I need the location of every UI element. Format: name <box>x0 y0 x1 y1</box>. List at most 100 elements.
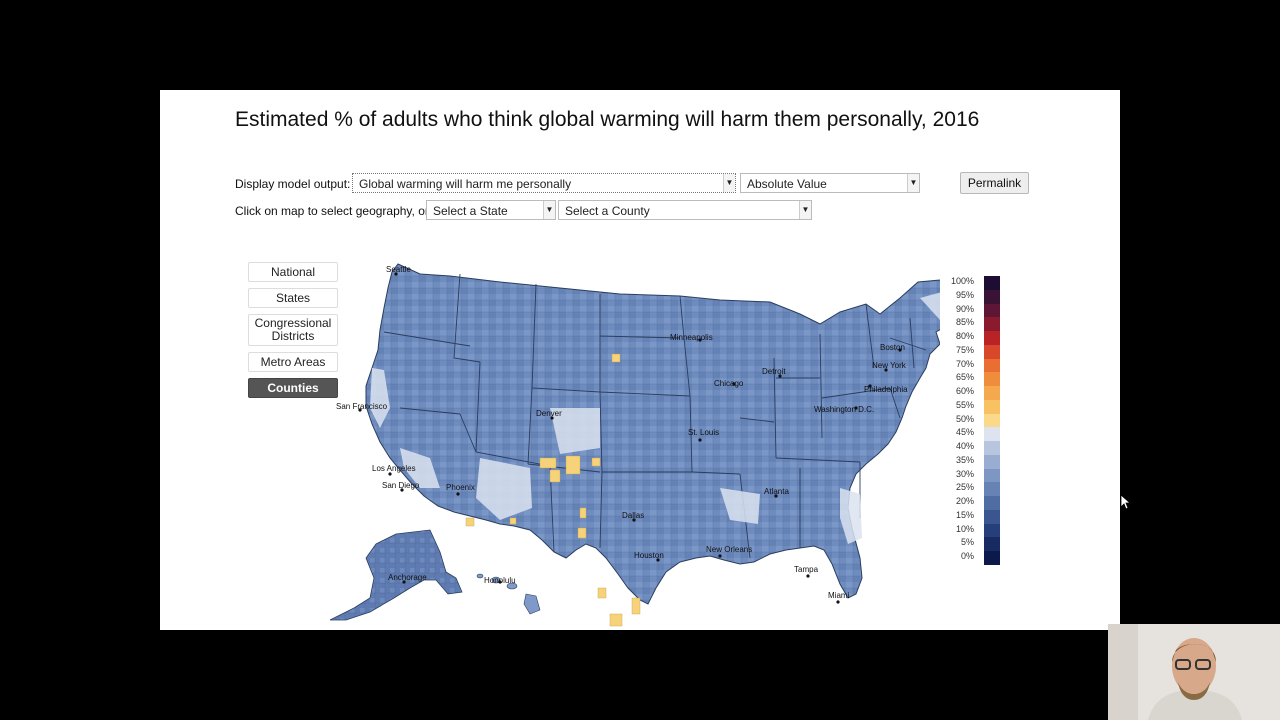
visualization-panel: Estimated % of adults who think global w… <box>160 90 1120 630</box>
legend-row: 40% <box>940 441 1000 455</box>
us-county-map[interactable]: Seattle Minneapolis Boston Chicago Detro… <box>300 258 940 630</box>
legend-row: 85% <box>940 317 1000 332</box>
legend-swatch <box>984 344 1000 359</box>
legend-row: 100% <box>940 276 1000 290</box>
legend-label: 65% <box>955 372 974 383</box>
legend-swatch <box>984 454 1000 469</box>
contiguous-us-shape[interactable] <box>365 263 940 605</box>
legend-row: 65% <box>940 372 1000 387</box>
permalink-button[interactable]: Permalink <box>960 172 1029 194</box>
legend-row: 90% <box>940 303 1000 318</box>
value-type-select[interactable]: Absolute Value ▼ <box>740 173 920 193</box>
legend-label: 50% <box>955 413 974 424</box>
state-borders <box>383 273 927 559</box>
geo-button-congressional[interactable]: Congressional Districts <box>248 314 338 346</box>
legend-row: 75% <box>940 344 1000 359</box>
legend-label: 85% <box>955 317 974 328</box>
webcam-overlay <box>1108 624 1280 720</box>
legend-swatch <box>984 551 1000 565</box>
legend-swatch <box>984 317 1000 332</box>
city-st-louis: St. Louis <box>688 428 719 437</box>
county-select[interactable]: Select a County ▼ <box>558 200 812 220</box>
city-san-francisco: San Francisco <box>336 402 388 411</box>
city-minneapolis: Minneapolis <box>670 333 713 342</box>
legend-swatch <box>984 331 1000 345</box>
legend-swatch <box>984 399 1000 414</box>
city-seattle: Seattle <box>386 265 411 274</box>
legend-row: 55% <box>940 399 1000 414</box>
state-select[interactable]: Select a State ▼ <box>426 200 556 220</box>
city-honolulu: Honolulu <box>484 576 516 585</box>
legend-swatch <box>984 523 1000 538</box>
city-miami: Miami <box>828 591 850 600</box>
city-dallas: Dallas <box>622 511 644 520</box>
model-output-select[interactable]: Global warming will harm me personally ▼ <box>352 173 736 193</box>
legend-label: 15% <box>955 509 974 520</box>
legend-swatch <box>984 372 1000 387</box>
legend-label: 45% <box>955 427 974 438</box>
city-new-orleans: New Orleans <box>706 545 752 554</box>
city-washington: Washington D.C. <box>814 405 874 414</box>
city-detroit: Detroit <box>762 367 786 376</box>
legend-row: 80% <box>940 331 1000 345</box>
chevron-down-icon: ▼ <box>907 174 919 192</box>
legend-row: 30% <box>940 468 1000 483</box>
legend-row: 95% <box>940 289 1000 304</box>
city-denver: Denver <box>536 409 562 418</box>
city-philadelphia: Philadelphia <box>864 385 908 394</box>
legend-label: 40% <box>955 441 974 451</box>
value-type-value: Absolute Value <box>747 177 827 191</box>
geo-button-states[interactable]: States <box>248 288 338 308</box>
county-select-value: Select a County <box>565 204 650 218</box>
presenter-avatar <box>1108 624 1280 720</box>
model-output-value: Global warming will harm me personally <box>359 177 572 191</box>
legend-row: 15% <box>940 509 1000 524</box>
city-new-york: New York <box>872 361 907 370</box>
geo-button-national[interactable]: National <box>248 262 338 282</box>
geo-button-counties[interactable]: Counties <box>248 378 338 398</box>
legend-swatch <box>984 537 1000 552</box>
legend-label: 55% <box>955 399 974 410</box>
legend-row: 0% <box>940 551 1000 565</box>
display-output-label: Display model output: <box>235 177 351 191</box>
legend-label: 5% <box>960 537 974 548</box>
legend-row: 35% <box>940 454 1000 469</box>
city-san-diego: San Diego <box>382 481 420 490</box>
alaska-shape[interactable] <box>329 529 463 621</box>
hawaii-shape[interactable] <box>476 573 541 615</box>
legend-swatch <box>984 427 1000 442</box>
legend-row: 60% <box>940 386 1000 400</box>
city-chicago: Chicago <box>714 379 744 388</box>
legend-label: 100% <box>950 276 974 286</box>
legend-swatch <box>984 303 1000 318</box>
legend-label: 20% <box>955 496 974 506</box>
legend-label: 95% <box>955 289 974 300</box>
legend-label: 35% <box>955 454 974 465</box>
legend-swatch <box>984 509 1000 524</box>
legend-swatch <box>984 468 1000 483</box>
legend-label: 70% <box>955 358 974 369</box>
city-los-angeles: Los Angeles <box>372 464 416 473</box>
legend-row: 50% <box>940 413 1000 428</box>
legend-label: 80% <box>955 331 974 341</box>
legend-label: 60% <box>955 386 974 396</box>
legend-label: 0% <box>960 551 974 561</box>
city-tampa: Tampa <box>794 565 819 574</box>
legend-swatch <box>984 358 1000 373</box>
city-phoenix: Phoenix <box>446 483 475 492</box>
city-houston: Houston <box>634 551 664 560</box>
legend-swatch <box>984 276 1000 290</box>
legend-row: 5% <box>940 537 1000 552</box>
chevron-down-icon: ▼ <box>723 174 735 192</box>
legend-swatch <box>984 386 1000 400</box>
page-title: Estimated % of adults who think global w… <box>235 108 980 131</box>
legend-row: 45% <box>940 427 1000 442</box>
city-atlanta: Atlanta <box>764 487 789 496</box>
legend-swatch <box>984 496 1000 510</box>
chevron-down-icon: ▼ <box>543 201 555 219</box>
legend-row: 70% <box>940 358 1000 373</box>
geo-button-metro[interactable]: Metro Areas <box>248 352 338 372</box>
state-select-value: Select a State <box>433 204 508 218</box>
mouse-cursor-icon <box>1120 494 1132 510</box>
legend-label: 30% <box>955 468 974 479</box>
